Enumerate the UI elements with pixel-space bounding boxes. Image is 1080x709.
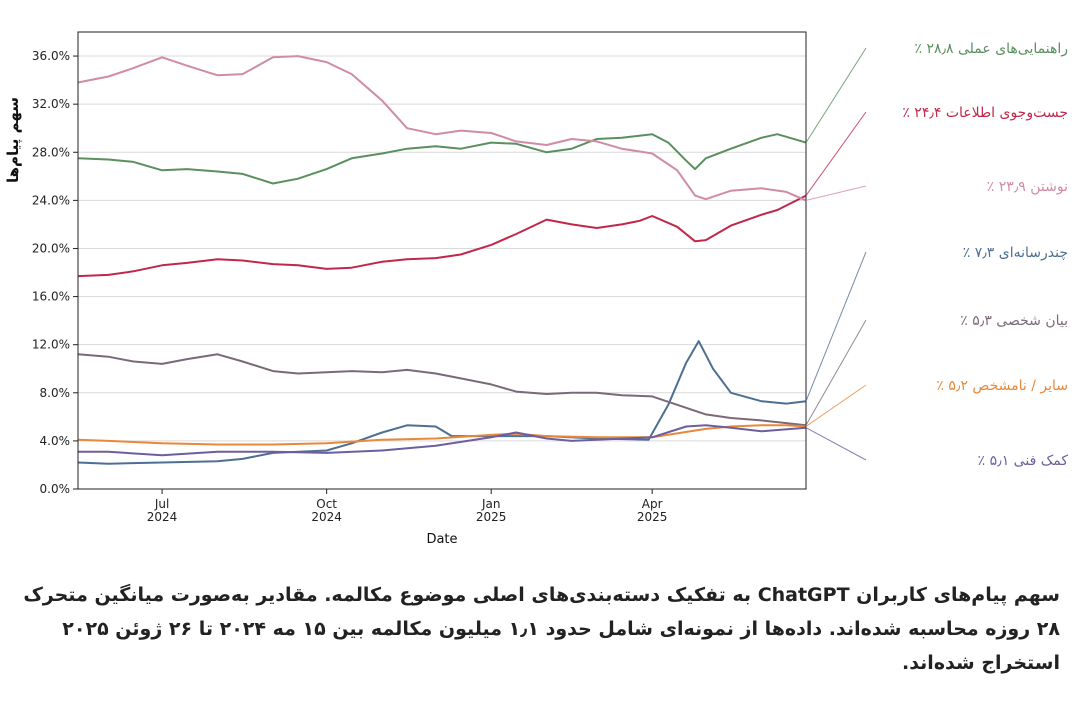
label-connector-1 xyxy=(805,111,867,196)
label-connector-3 xyxy=(805,251,867,402)
figure-caption: سهم پیام‌های کاربران ChatGPT به تفکیک دس… xyxy=(23,584,1060,674)
chart: 0.0% 4.0% 8.0% 12.0% 16.0% 20.0% 24.0% 28.0% 32.… xyxy=(4,31,1068,547)
series-end-label-5: سایر / نامشخص ۵٫۲ ٪ xyxy=(936,378,1068,394)
series-end-labels: راهنمایی‌های عملی ۲۸٫۸ ٪ جست‌وجوی اطلاعات… xyxy=(902,41,1068,469)
series-line-6 xyxy=(78,424,807,457)
chart-series-lines xyxy=(77,55,807,465)
plot-frame xyxy=(77,31,807,490)
x-tick-year: 2024 xyxy=(311,510,342,524)
x-tick-month: Jan xyxy=(481,497,501,511)
label-connector-0 xyxy=(805,47,867,143)
series-end-label-6: کمک فنی ۵٫۱ ٪ xyxy=(978,453,1069,469)
y-tick-label: 12.0% xyxy=(32,338,70,352)
y-axis-label: سهم پیام‌ها xyxy=(4,97,23,183)
series-line-4 xyxy=(77,353,807,427)
y-tick-label: 4.0% xyxy=(40,434,71,448)
y-tick-label: 16.0% xyxy=(32,290,70,304)
y-tick-label: 24.0% xyxy=(32,193,70,207)
series-end-label-4: بیان شخصی ۵٫۳ ٪ xyxy=(960,313,1068,329)
x-tick-month: Oct xyxy=(316,497,337,511)
chart-grid xyxy=(78,55,806,490)
series-line-5 xyxy=(77,424,807,446)
series-end-label-3: چندرسانه‌ای ۷٫۳ ٪ xyxy=(963,245,1068,261)
x-tick-year: 2024 xyxy=(147,510,178,524)
y-tick-label: 0.0% xyxy=(40,482,71,496)
x-tick-year: 2025 xyxy=(637,510,668,524)
label-connectors xyxy=(805,47,867,461)
y-tick-label: 36.0% xyxy=(32,49,70,63)
y-tick-label: 28.0% xyxy=(32,145,70,159)
x-tick-month: Apr xyxy=(642,497,663,511)
x-axis-label: Date xyxy=(426,532,457,547)
y-tick-label: 20.0% xyxy=(32,241,70,255)
series-end-label-0: راهنمایی‌های عملی ۲۸٫۸ ٪ xyxy=(914,41,1068,57)
axis-ticks: 0.0% 4.0% 8.0% 12.0% 16.0% 20.0% 24.0% 28.0% 32.… xyxy=(32,49,668,524)
label-connector-2 xyxy=(805,185,867,201)
series-line-0 xyxy=(77,133,807,185)
series-line-1 xyxy=(77,194,807,278)
label-connector-6 xyxy=(805,427,867,461)
label-connector-5 xyxy=(805,384,867,427)
y-tick-label: 32.0% xyxy=(32,97,70,111)
series-line-2 xyxy=(77,55,807,202)
series-end-label-2: نوشتن ۲۳٫۹ ٪ xyxy=(987,179,1068,195)
y-tick-label: 8.0% xyxy=(40,386,71,400)
x-tick-month: Jul xyxy=(154,497,169,511)
series-end-label-1: جست‌وجوی اطلاعات ۲۴٫۴ ٪ xyxy=(902,105,1068,121)
label-connector-4 xyxy=(805,319,867,426)
x-tick-year: 2025 xyxy=(476,510,507,524)
